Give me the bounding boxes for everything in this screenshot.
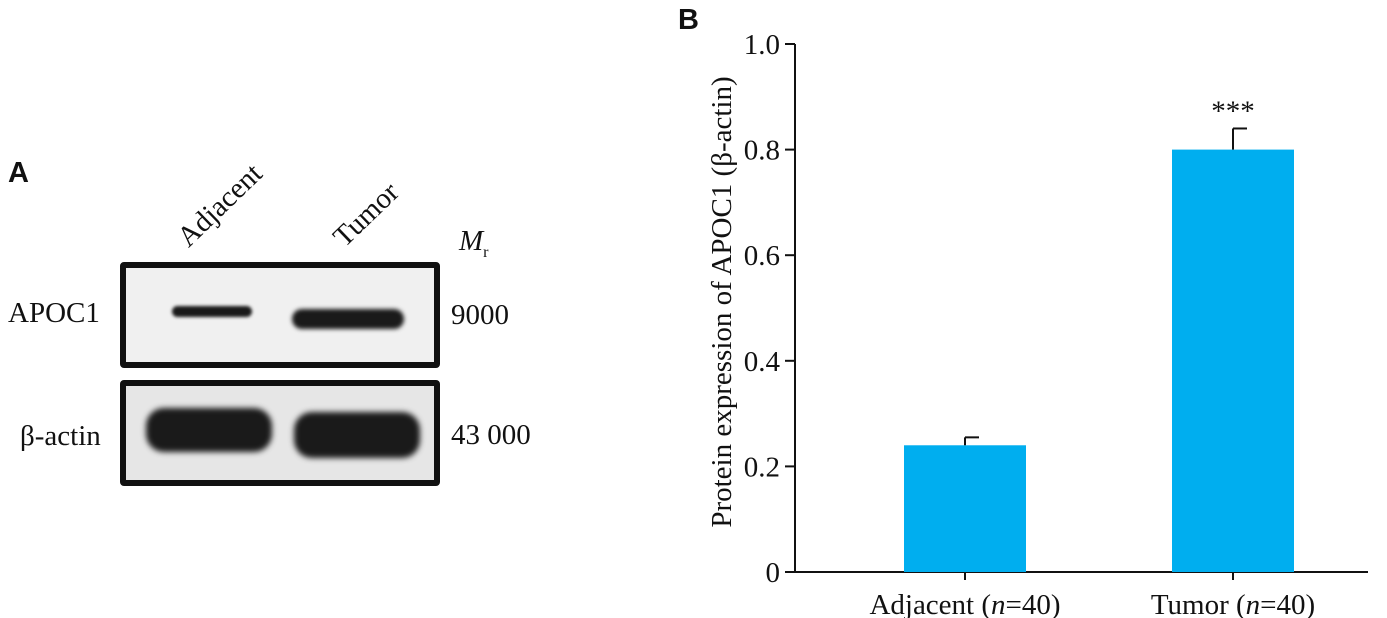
row-label-beta-actin: β-actin [20,420,101,452]
panel-b-label: B [678,4,699,36]
chart-bars: *** [904,95,1294,572]
mr-letter: M [459,225,484,257]
y-tick-label: 1.0 [744,29,780,61]
blot-band-apoc1-tumor [292,309,404,329]
y-tick-label: 0.6 [744,240,780,272]
significance-label: *** [1211,95,1255,127]
mw-label-apoc1: 9000 [451,299,509,331]
blot-band-actin-adjacent [146,408,272,452]
western-blot-beta-actin [120,380,440,486]
row-label-apoc1: APOC1 [8,297,100,329]
y-axis-label: Protein expression of APOC1 (β-actin) [706,76,738,527]
blot-band-actin-tumor [294,412,420,458]
y-tick-label: 0 [766,557,781,589]
panel-a-label: A [8,157,29,189]
western-blot-apoc1 [120,262,440,368]
bar [1172,149,1294,572]
bar [904,445,1026,572]
molecular-weight-header: Mr [459,225,489,262]
mr-subscript: r [483,243,489,261]
y-tick-label: 0.8 [744,135,780,167]
x-tick-label: Adjacent (n=40) [869,589,1060,618]
x-tick-label: Tumor (n=40) [1151,589,1315,618]
y-tick-label: 0.4 [744,346,781,378]
y-tick-label: 0.2 [744,451,780,483]
chart-axes: 0 0.2 0.4 0.6 0.8 1.0 Adjacent (n=40) Tumor (n=… [744,29,1368,618]
mw-label-beta-actin: 43 000 [451,419,531,451]
blot-band-apoc1-adjacent [172,306,252,317]
